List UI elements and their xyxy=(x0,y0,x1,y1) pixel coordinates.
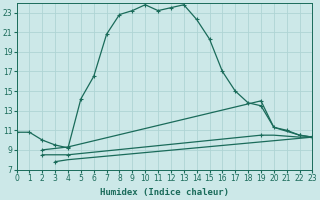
X-axis label: Humidex (Indice chaleur): Humidex (Indice chaleur) xyxy=(100,188,229,197)
